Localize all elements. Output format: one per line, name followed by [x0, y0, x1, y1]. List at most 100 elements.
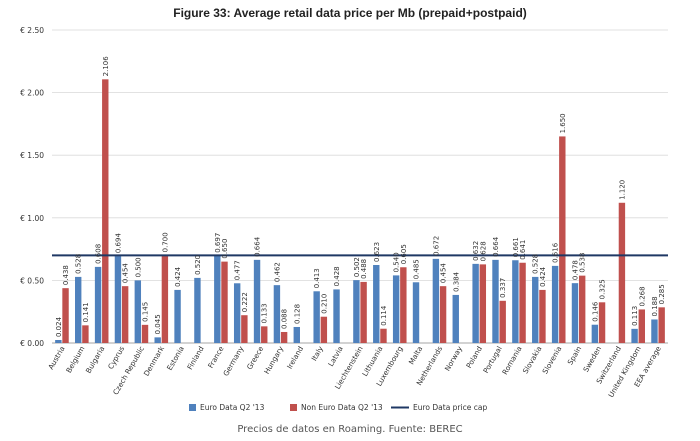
- value-label: 0.128: [293, 304, 301, 324]
- value-label: 0.114: [380, 305, 388, 326]
- non-euro-data-bar: [82, 325, 89, 343]
- category-label: Estonia: [165, 345, 186, 372]
- legend-swatch: [189, 404, 196, 411]
- non-euro-data-bar: [400, 267, 407, 343]
- category-label: Poland: [464, 345, 484, 370]
- category-label: Norway: [443, 344, 465, 373]
- value-label: 0.502: [353, 257, 361, 277]
- non-euro-data-bar: [519, 262, 526, 343]
- value-label: 0.697: [214, 233, 222, 253]
- value-label: 0.113: [631, 306, 639, 326]
- euro-data-bar: [214, 255, 221, 343]
- non-euro-data-bar: [658, 307, 665, 343]
- non-euro-data-bar: [221, 261, 228, 343]
- non-euro-data-bar: [499, 300, 506, 343]
- euro-data-bar: [75, 276, 82, 343]
- value-label: 0.538: [579, 253, 587, 273]
- value-label: 0.623: [373, 242, 381, 262]
- non-euro-data-bar: [479, 264, 487, 343]
- non-euro-data-bar: [241, 315, 248, 343]
- euro-data-bar: [452, 294, 459, 343]
- non-euro-data-bar: [559, 136, 566, 343]
- value-label: 0.661: [512, 237, 520, 257]
- euro-data-bar: [412, 282, 420, 343]
- category-label: Italy: [309, 344, 325, 363]
- value-label: 0.438: [62, 265, 70, 285]
- value-label: 1.120: [618, 180, 626, 200]
- value-label: 0.141: [82, 302, 90, 322]
- value-label: 0.145: [142, 302, 150, 322]
- value-label: 0.462: [273, 262, 281, 282]
- value-labels: 0.024 0.438 0.528 0.141 0.608 2.106 0.694 0.454…: [55, 56, 666, 337]
- value-label: 0.146: [591, 301, 599, 322]
- value-label: 0.337: [499, 278, 507, 298]
- category-label: Spain: [565, 345, 583, 367]
- non-euro-data-bar: [439, 286, 447, 343]
- category-label: Slovenia: [540, 345, 563, 376]
- figure-caption: Precios de datos en Roaming. Fuente: BER…: [237, 424, 463, 435]
- value-label: 0.500: [134, 257, 142, 277]
- non-euro-data-bar: [578, 275, 586, 343]
- euro-data-bar: [392, 275, 400, 343]
- non-euro-data-bar: [638, 309, 645, 343]
- non-euro-data-bar: [380, 328, 387, 343]
- euro-data-bar: [134, 280, 142, 343]
- category-label: Cyprus: [106, 344, 126, 370]
- value-label: 0.520: [194, 255, 202, 275]
- euro-data-bar: [551, 265, 559, 343]
- euro-data-bar: [492, 259, 499, 343]
- value-label: 0.485: [413, 259, 421, 279]
- category-label: Malta: [407, 345, 425, 367]
- value-label: 0.632: [472, 241, 480, 261]
- value-label: 0.608: [95, 244, 103, 264]
- euro-data-bar: [233, 283, 241, 343]
- euro-data-bar: [333, 289, 340, 343]
- euro-data-bar: [293, 326, 300, 343]
- legend-label: Non Euro Data Q2 '13: [301, 403, 383, 412]
- category-label: Hungary: [262, 344, 286, 376]
- value-label: 0.694: [114, 233, 122, 254]
- euro-data-bar: [373, 265, 380, 343]
- euro-data-bar: [273, 285, 281, 343]
- value-label: 0.325: [599, 279, 607, 299]
- value-label: 0.188: [651, 296, 659, 316]
- category-label: Austria: [46, 345, 66, 372]
- value-label: 0.222: [241, 292, 249, 312]
- legend-item-euro: Euro Data Q2 '13: [189, 403, 265, 412]
- non-euro-data-bar: [320, 316, 328, 343]
- euro-data-bar: [55, 339, 62, 343]
- legend-label: Euro Data Q2 '13: [200, 403, 265, 412]
- category-label: Finland: [185, 345, 206, 372]
- non-euro-data-bar: [62, 288, 69, 343]
- value-label: 0.285: [658, 284, 666, 304]
- value-label: 0.650: [221, 239, 229, 259]
- value-label: 0.477: [234, 260, 242, 280]
- y-tick-label: € 0.50: [20, 276, 44, 285]
- euro-data-bar: [353, 280, 360, 343]
- non-euro-data-bar: [598, 302, 606, 343]
- legend-label: Euro Data price cap: [413, 403, 487, 412]
- non-euro-data-bar: [618, 202, 626, 343]
- category-label: Ireland: [285, 345, 305, 371]
- non-euro-data-bar: [360, 281, 367, 343]
- y-tick-label: € 2.00: [20, 89, 44, 98]
- y-tick-label: € 0.00: [20, 339, 44, 348]
- y-tick-label: € 1.50: [20, 151, 44, 160]
- value-label: 0.664: [492, 236, 500, 257]
- euro-data-bar: [571, 283, 579, 343]
- euro-data-bar: [512, 260, 519, 343]
- category-label: Bulgaria: [84, 345, 107, 375]
- value-label: 0.428: [333, 266, 341, 286]
- value-label: 0.045: [154, 314, 162, 334]
- y-tick-label: € 2.50: [20, 26, 44, 35]
- euro-data-bar: [94, 266, 102, 343]
- value-label: 0.628: [479, 241, 487, 261]
- euro-data-bar: [313, 291, 320, 343]
- value-label: 0.088: [281, 309, 289, 329]
- non-euro-data-bar: [121, 286, 129, 343]
- non-euro-data-bar: [102, 79, 109, 343]
- non-euro-data-bar: [141, 324, 149, 343]
- value-label: 0.700: [161, 232, 169, 252]
